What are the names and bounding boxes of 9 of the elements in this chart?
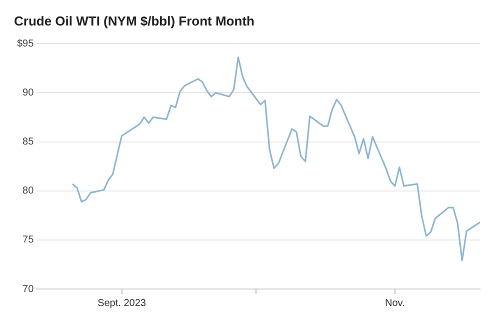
y-tick-label: 70: [22, 284, 34, 295]
y-tick-label: 85: [22, 136, 34, 148]
y-tick-label: $95: [16, 38, 34, 50]
y-tick-label: 75: [22, 234, 34, 246]
x-tick-label: Sept. 2023: [98, 298, 146, 309]
chart-title: Crude Oil WTI (NYM $/bbl) Front Month: [14, 13, 255, 28]
y-tick-label: 90: [22, 87, 34, 98]
x-tick-label: Nov.: [385, 298, 405, 309]
y-tick-label: 80: [22, 186, 34, 197]
